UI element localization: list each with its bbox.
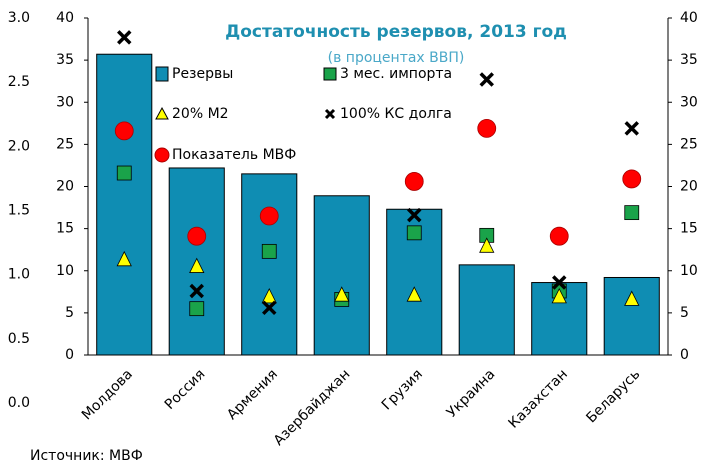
y3-tick-label: 2.0 bbox=[8, 138, 30, 154]
chart-subtitle: (в процентах ВВП) bbox=[328, 50, 465, 66]
legend-label: 3 мес. импорта bbox=[340, 66, 452, 82]
y-tick-label: 30 bbox=[56, 94, 74, 110]
marker bbox=[116, 165, 132, 181]
y2-tick-label: 0 bbox=[680, 347, 689, 363]
y3-tick-label: 1.0 bbox=[8, 267, 30, 283]
marker bbox=[477, 118, 497, 138]
y-tick-label: 10 bbox=[56, 263, 74, 279]
marker bbox=[187, 226, 207, 246]
y2-tick-label: 15 bbox=[680, 221, 698, 237]
x-tick-label: Украина bbox=[444, 366, 499, 421]
y-tick-label: 35 bbox=[56, 52, 74, 68]
marker bbox=[624, 205, 640, 221]
marker bbox=[189, 283, 204, 299]
marker bbox=[114, 121, 134, 141]
marker bbox=[259, 206, 279, 226]
y2-tick-label: 30 bbox=[680, 94, 698, 110]
y3-tick-label: 2.5 bbox=[8, 74, 30, 90]
marker bbox=[406, 225, 422, 241]
y3-tick-label: 1.5 bbox=[8, 203, 30, 219]
legend-swatch bbox=[155, 66, 169, 82]
legend-label: Резервы bbox=[172, 66, 233, 82]
y3-tick-label: 0.0 bbox=[8, 395, 30, 411]
marker bbox=[116, 250, 132, 267]
legend-label: 20% M2 bbox=[172, 106, 229, 122]
y-tick-label: 0 bbox=[65, 347, 74, 363]
marker bbox=[549, 226, 569, 246]
source: Источник: МВФ bbox=[30, 448, 143, 464]
marker bbox=[404, 172, 424, 191]
legend-label: Показатель МВФ bbox=[172, 147, 296, 163]
y-tick-label: 20 bbox=[56, 179, 74, 195]
marker bbox=[479, 237, 495, 253]
x-tick-label: Молдова bbox=[79, 366, 136, 423]
marker bbox=[117, 30, 132, 45]
y-tick-label: 15 bbox=[56, 221, 74, 237]
marker bbox=[624, 290, 640, 306]
marker bbox=[479, 72, 494, 87]
bar bbox=[458, 264, 515, 356]
marker bbox=[622, 169, 642, 189]
legend-label: 100% КС долга bbox=[340, 106, 452, 122]
y2-tick-label: 10 bbox=[680, 263, 698, 279]
marker bbox=[334, 286, 350, 302]
marker bbox=[406, 286, 422, 302]
bar bbox=[313, 195, 370, 356]
chart-title: Достаточность резервов, 2013 год bbox=[225, 22, 567, 42]
y-tick-label: 5 bbox=[65, 305, 74, 321]
x-tick-label: Россия bbox=[162, 366, 209, 413]
x-tick-label: Грузия bbox=[379, 366, 426, 413]
marker bbox=[189, 257, 205, 273]
y-tick-label: 40 bbox=[56, 10, 74, 26]
legend-swatch bbox=[155, 106, 169, 120]
y2-tick-label: 40 bbox=[680, 10, 698, 26]
marker bbox=[189, 301, 205, 317]
marker bbox=[261, 243, 277, 259]
bar bbox=[241, 173, 298, 356]
y3-tick-label: 0.5 bbox=[8, 331, 30, 347]
marker bbox=[407, 207, 422, 223]
y2-tick-label: 5 bbox=[680, 305, 689, 321]
bar bbox=[96, 53, 153, 356]
x-tick-label: Армения bbox=[224, 366, 281, 423]
y3-tick-label: 3.0 bbox=[8, 10, 30, 26]
marker bbox=[551, 287, 567, 304]
y2-tick-label: 20 bbox=[680, 179, 698, 195]
legend-swatch bbox=[154, 147, 170, 163]
x-tick-label: Азербайджан bbox=[271, 366, 354, 449]
marker bbox=[262, 300, 277, 316]
bar bbox=[603, 276, 660, 356]
y2-tick-label: 25 bbox=[680, 136, 698, 152]
legend-swatch bbox=[323, 67, 337, 81]
y-tick-label: 25 bbox=[56, 136, 74, 152]
y2-tick-label: 35 bbox=[680, 52, 698, 68]
x-tick-label: Беларусь bbox=[583, 366, 643, 426]
x-tick-label: Казахстан bbox=[506, 366, 571, 431]
marker bbox=[624, 121, 639, 136]
legend-swatch bbox=[324, 108, 336, 120]
marker bbox=[552, 275, 567, 290]
marker bbox=[261, 287, 277, 304]
